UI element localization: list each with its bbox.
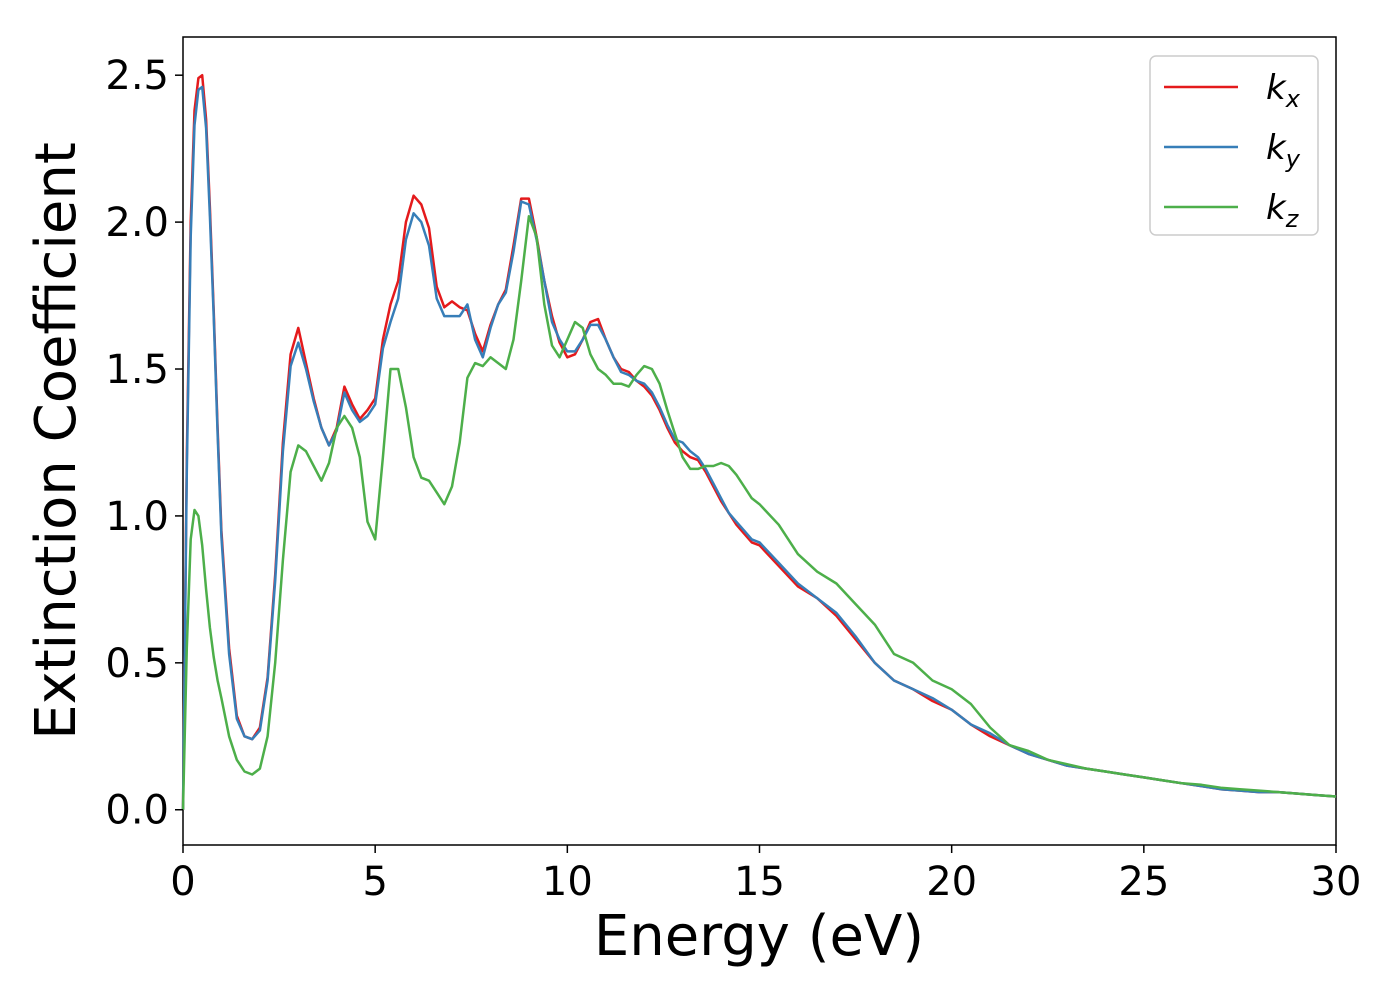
y-tick-label: 0.0 bbox=[105, 788, 169, 834]
legend-label-k-x: kx bbox=[1266, 68, 1301, 113]
y-tick-label: 0.5 bbox=[105, 641, 169, 687]
series-line-k-y bbox=[181, 85, 1337, 810]
legend-label-k-y: ky bbox=[1266, 128, 1301, 173]
y-tick-label: 2.0 bbox=[105, 200, 169, 246]
x-tick-label: 25 bbox=[1118, 859, 1169, 905]
x-axis-title: Energy (eV) bbox=[594, 904, 924, 969]
x-tick-label: 5 bbox=[362, 859, 387, 905]
y-axis-ticks: 0.0 0.5 1.0 1.5 2.0 2.5 bbox=[105, 53, 183, 834]
legend-label-k-z: kz bbox=[1266, 188, 1300, 233]
y-tick-label: 2.5 bbox=[105, 53, 169, 99]
y-tick-label: 1.5 bbox=[105, 347, 169, 393]
x-tick-label: 0 bbox=[170, 859, 195, 905]
series-lines bbox=[181, 73, 1337, 810]
x-tick-label: 15 bbox=[734, 859, 785, 905]
x-axis-ticks: 0 5 10 15 20 25 30 bbox=[170, 845, 1361, 905]
series-line-k-z bbox=[181, 214, 1337, 810]
x-tick-label: 30 bbox=[1311, 859, 1362, 905]
legend: kx ky kz bbox=[1149, 55, 1319, 236]
y-tick-label: 1.0 bbox=[105, 494, 169, 540]
legend-box bbox=[1149, 55, 1319, 236]
x-tick-label: 10 bbox=[542, 859, 593, 905]
x-tick-label: 20 bbox=[926, 859, 977, 905]
plot-area bbox=[182, 36, 1337, 846]
y-axis-title: Extinction Coefficient bbox=[24, 142, 89, 740]
